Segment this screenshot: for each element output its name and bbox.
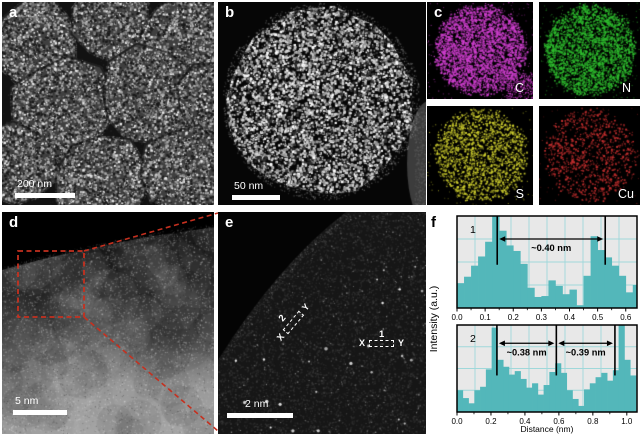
y-axis-label: Intensity (a.u.) [428, 285, 440, 353]
eds-map-sulfur-canvas [427, 106, 533, 205]
profile-1-number: 1 [379, 329, 385, 340]
profile-1-box [369, 339, 395, 347]
panel-label-e: e [225, 214, 234, 231]
scale-bar-d-line [13, 410, 67, 415]
profile-1-histogram: ~0.40 nm 0.0 0.1 0.2 0.3 0.4 0.5 0.6 1 [451, 215, 638, 322]
eds-map-copper-canvas [539, 106, 640, 205]
scale-bar-b-label: 50 nm [234, 180, 264, 192]
scale-bar-b-line [232, 195, 280, 200]
sem-micrograph-canvas [2, 2, 214, 205]
eds-map-nitrogen-canvas [539, 2, 640, 99]
distance-annotation: ~0.40 nm [531, 243, 571, 253]
distance-annotation: ~0.38 nm [507, 347, 547, 357]
panel-label-c: c [434, 4, 443, 21]
line-profile-marker-1: 1 X Y [359, 329, 404, 348]
element-label-c: C [514, 81, 524, 95]
element-label-s: S [515, 187, 524, 201]
x-tick-label: 1.0 [621, 417, 633, 426]
panel-label-a: a [9, 4, 18, 21]
panel-label-b: b [225, 4, 235, 21]
scale-bar-e: 2 nm [227, 398, 293, 418]
x-tick-label: 0.8 [587, 417, 599, 426]
panel-f-intensity-profiles: f Intensity (a.u.) ~0.40 nm 0.0 0.1 0.2 0.3 0… [428, 210, 640, 436]
x-tick-label: 0.1 [480, 313, 492, 322]
x-tick-label: 0.6 [620, 313, 632, 322]
x-tick-label: 0.0 [451, 417, 463, 426]
scale-bar-d-label: 5 nm [15, 395, 39, 407]
x-tick-label: 0.4 [519, 417, 531, 426]
scale-bar-e-label: 2 nm [245, 398, 269, 410]
panel-label-d: d [9, 214, 19, 231]
distance-annotation: ~0.39 nm [566, 347, 606, 357]
scale-bar-e-line [227, 413, 293, 418]
panel-label-f: f [431, 214, 436, 231]
series-label: 1 [470, 224, 476, 236]
scale-bar-d: 5 nm [13, 395, 67, 415]
panel-b-tem: b 50 nm [218, 2, 426, 205]
series-label: 2 [470, 333, 476, 345]
x-tick-label: 0.2 [508, 313, 520, 322]
x-tick-label: 0.4 [564, 313, 576, 322]
element-label-cu: Cu [618, 187, 634, 201]
stem-zoom-canvas [218, 212, 426, 434]
scale-bar-a-line [15, 193, 75, 198]
panel-a-sem: a 200 nm [2, 2, 214, 205]
scale-bar-b: 50 nm [232, 180, 280, 200]
intensity-profile-charts: ~0.40 nm0.0 0.1 0.2 0.3 0.4 0.5 0.61~0.38 nm ~0… [451, 215, 638, 426]
x-tick-label: 0.2 [485, 417, 497, 426]
element-label-n: N [621, 81, 631, 95]
panel-e-stem-zoom: e 1 X Y 2 X Y 2 nm [218, 212, 426, 434]
x-tick-label: 0.6 [553, 417, 565, 426]
scale-bar-a-label: 200 nm [17, 178, 53, 190]
profile-2-histogram: ~0.38 nm ~0.39 nm 0.0 0.2 0.4 0.6 0.8 1.0 2 [451, 324, 638, 426]
x-tick-label: 0.5 [592, 313, 604, 322]
x-tick-label: 0.0 [451, 313, 463, 322]
eds-map-sulfur: S [427, 106, 533, 205]
panel-d-stem: d 5 nm [2, 212, 214, 434]
tem-micrograph-canvas [218, 2, 426, 205]
scale-bar-a: 200 nm [15, 178, 75, 198]
profile-1-start-label: X [359, 338, 366, 348]
eds-map-carbon: c C [427, 2, 533, 99]
x-axis-label: Distance (nm) [520, 424, 574, 434]
eds-map-copper: Cu [539, 106, 640, 205]
x-tick-label: 0.3 [536, 313, 548, 322]
eds-map-carbon-canvas [427, 2, 533, 99]
profile-1-end-label: Y [398, 338, 405, 348]
eds-map-nitrogen: N [539, 2, 640, 99]
